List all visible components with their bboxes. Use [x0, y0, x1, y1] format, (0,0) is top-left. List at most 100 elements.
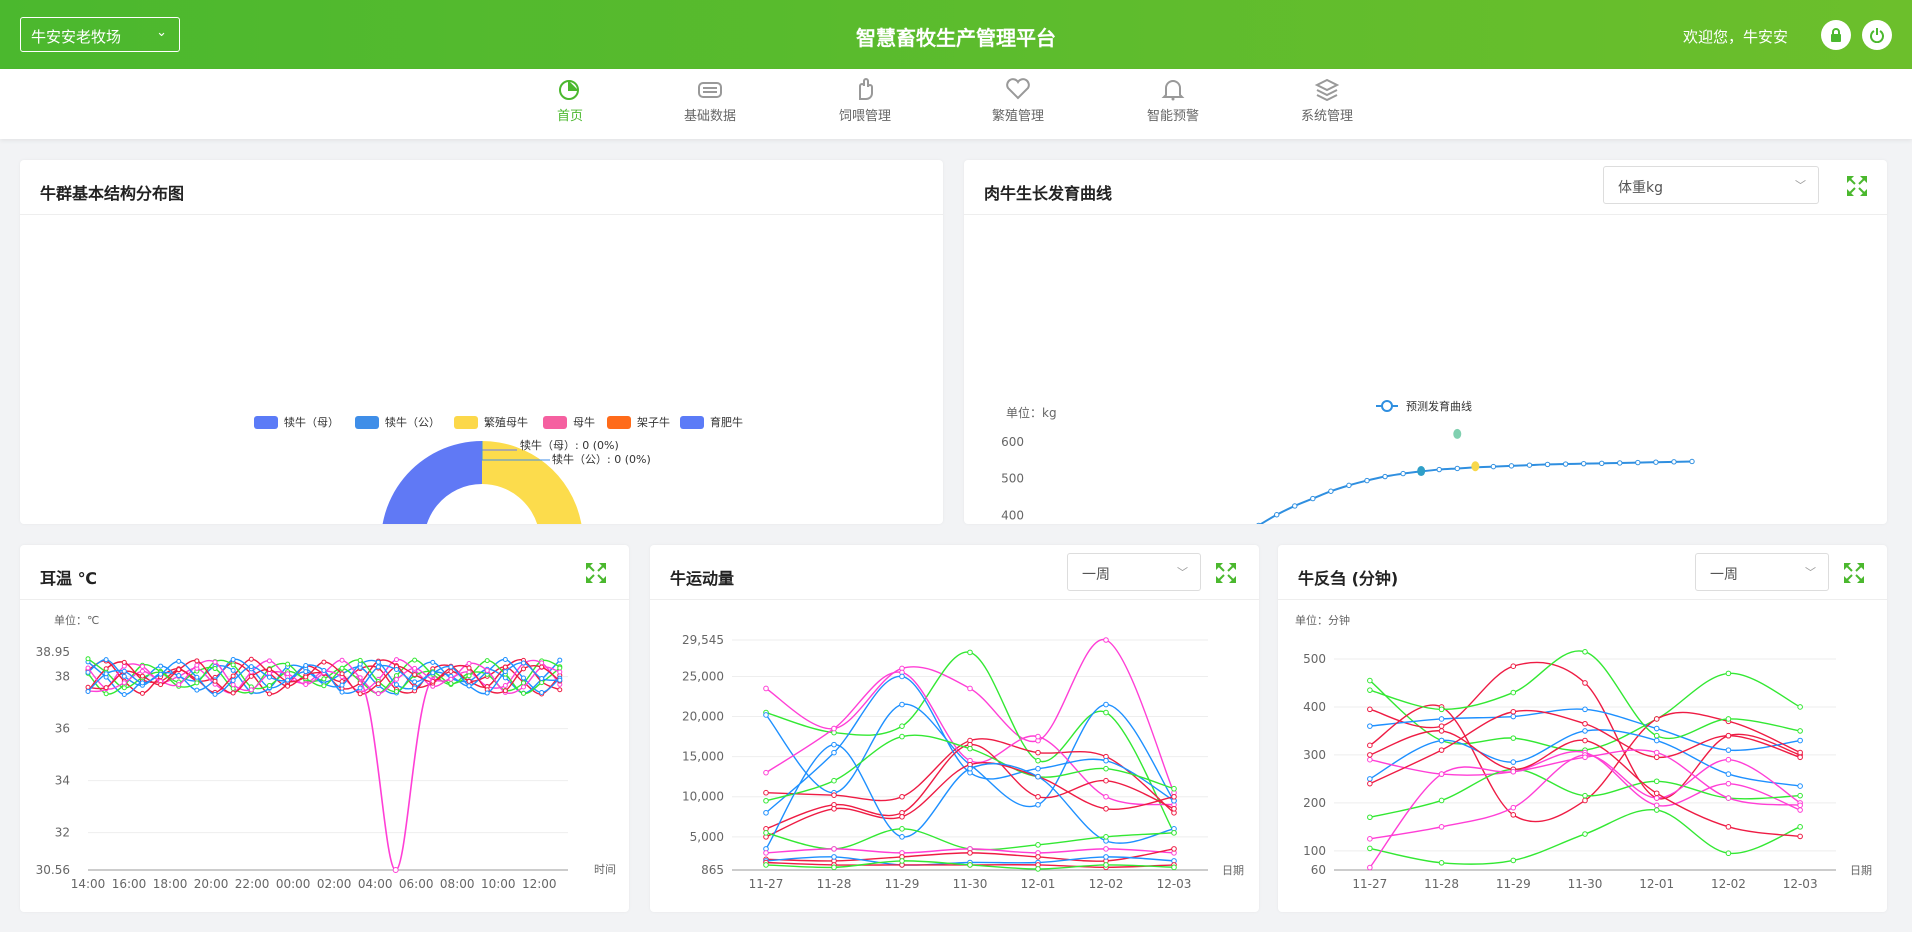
expand-icon[interactable] — [1213, 560, 1239, 586]
series-point — [1367, 723, 1373, 729]
temp-point — [448, 664, 454, 670]
series-point — [1367, 742, 1373, 749]
temp-point — [266, 682, 272, 688]
growth-point — [1599, 460, 1605, 467]
expand-icon[interactable] — [583, 560, 609, 586]
temp-point — [158, 682, 164, 688]
series-point — [1367, 814, 1373, 821]
temp-point — [357, 657, 363, 663]
power-icon[interactable] — [1862, 20, 1892, 50]
y-tick-label: 60 — [1311, 863, 1326, 877]
series-point — [1438, 747, 1445, 753]
temp-point — [430, 670, 436, 676]
nav-alert[interactable]: 智能预警 — [1113, 77, 1233, 124]
temp-point — [176, 673, 182, 679]
series-point — [1103, 765, 1109, 772]
series-point — [831, 749, 837, 756]
rumination-range-select[interactable]: 一周 ﹀ — [1695, 553, 1829, 591]
temp-point — [85, 684, 91, 690]
panel-title: 耳温 ℃ — [40, 569, 97, 588]
legend-swatch — [680, 416, 704, 429]
y-tick-label: 38.95 — [36, 645, 70, 659]
series-point — [1103, 701, 1109, 708]
temp-point — [448, 681, 454, 687]
temp-point — [375, 664, 381, 670]
panel-title: 牛群基本结构分布图 — [40, 184, 185, 203]
x-tick-label: 06:00 — [399, 877, 434, 891]
temp-point — [266, 658, 272, 664]
series-point — [899, 701, 905, 708]
growth-point — [1400, 470, 1406, 477]
growth-metric-select[interactable]: 体重kg ﹀ — [1603, 166, 1819, 204]
temp-point — [176, 667, 182, 673]
temp-point — [139, 690, 145, 696]
series-point — [1653, 737, 1660, 744]
activity-range-select[interactable]: 一周 ﹀ — [1067, 553, 1201, 591]
x-tick-label: 12-02 — [1711, 877, 1746, 891]
database-icon — [698, 82, 722, 98]
nav-basic-data[interactable]: 基础数据 — [650, 77, 770, 124]
series-point — [1653, 754, 1660, 761]
nav-feeding[interactable]: 饲喂管理 — [805, 77, 925, 124]
y-tick-label: 20,000 — [682, 710, 724, 724]
temp-point — [466, 683, 472, 689]
divider — [1278, 599, 1887, 600]
series-point — [1725, 850, 1732, 857]
x-tick-label: 12-01 — [1021, 877, 1056, 891]
series-point — [1103, 862, 1109, 868]
y-tick-label: 500 — [1303, 652, 1326, 666]
x-tick-label: 14:00 — [71, 877, 106, 891]
series-point — [1367, 706, 1373, 713]
series-point — [1103, 846, 1109, 852]
series-point — [1035, 793, 1041, 800]
series-point — [1797, 792, 1803, 799]
growth-point — [1671, 459, 1677, 465]
temp-point — [194, 687, 200, 693]
series-point — [1035, 866, 1041, 872]
series-point — [1653, 716, 1660, 722]
growth-point — [1256, 522, 1261, 524]
x-axis-label: 日期 — [1850, 864, 1872, 877]
x-tick-label: 12-03 — [1157, 877, 1192, 891]
growth-point — [1382, 473, 1388, 480]
series-point — [1438, 706, 1445, 713]
temp-point — [230, 657, 236, 663]
series-point — [1653, 778, 1660, 785]
series-point — [831, 725, 837, 732]
x-tick-label: 11-30 — [953, 877, 988, 891]
temp-point — [484, 667, 490, 673]
series-point — [1797, 783, 1803, 789]
temp-point — [339, 682, 345, 688]
temp-point — [230, 667, 236, 673]
divider — [964, 214, 1887, 215]
expand-icon[interactable] — [1844, 173, 1870, 199]
nav-system[interactable]: 系统管理 — [1267, 77, 1387, 124]
nav-breeding[interactable]: 繁殖管理 — [958, 77, 1078, 124]
temp-point — [266, 691, 272, 697]
series-point — [1035, 749, 1041, 756]
temp-point — [393, 667, 399, 673]
temp-point — [539, 689, 545, 695]
x-tick-label: 02:00 — [317, 877, 352, 891]
y-tick-label: 25,000 — [682, 669, 724, 683]
series-point — [1797, 824, 1803, 830]
farm-select[interactable]: 牛安安老牧场 ⌄ — [20, 17, 180, 52]
series-point — [763, 712, 769, 718]
y-tick-label: 400 — [1001, 508, 1024, 522]
expand-icon[interactable] — [1841, 560, 1867, 586]
nav-home[interactable]: 首页 — [510, 77, 630, 124]
legend-swatch — [355, 416, 379, 429]
growth-point — [1436, 466, 1442, 473]
x-tick-label: 11-29 — [1496, 877, 1531, 891]
temp-point — [393, 657, 399, 663]
series-point — [1582, 797, 1588, 804]
y-tick-label: 15,000 — [682, 750, 724, 764]
series-point — [899, 813, 905, 820]
series-point — [1171, 793, 1177, 800]
lock-icon[interactable] — [1821, 20, 1851, 50]
series-point — [763, 809, 769, 816]
temp-point — [285, 671, 291, 677]
temp-point — [557, 687, 563, 693]
panel-title: 肉牛生长发育曲线 — [984, 184, 1113, 203]
series-point — [899, 723, 905, 729]
